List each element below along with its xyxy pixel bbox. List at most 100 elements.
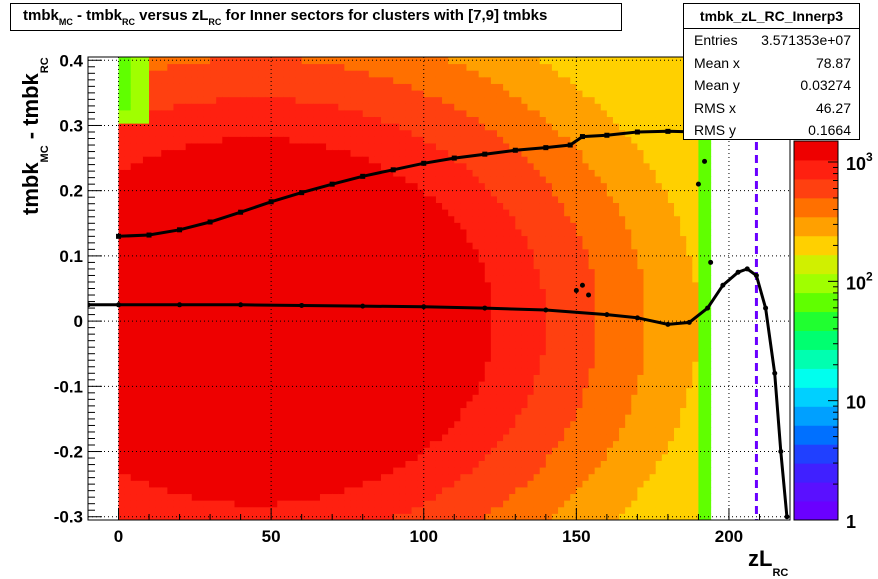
- heatmap-cell: [124, 328, 132, 336]
- heatmap-cell: [289, 215, 297, 223]
- heatmap-cell: [246, 467, 254, 475]
- heatmap-cell: [240, 136, 248, 144]
- heatmap-cell: [490, 136, 498, 144]
- heatmap-cell: [319, 440, 327, 448]
- heatmap-cell: [289, 440, 297, 448]
- heatmap-cell: [326, 480, 333, 488]
- heatmap-cell: [503, 129, 510, 137]
- heatmap-cell: [521, 434, 529, 442]
- heatmap-cell: [271, 288, 278, 296]
- heatmap-cell: [234, 222, 242, 230]
- heatmap-cell: [423, 361, 431, 369]
- heatmap-cell: [509, 486, 516, 495]
- heatmap-cell: [203, 57, 211, 65]
- heatmap-cell: [374, 156, 382, 164]
- heatmap-cell: [417, 281, 425, 289]
- heatmap-cell: [521, 295, 529, 303]
- heatmap-cell: [246, 255, 254, 263]
- heatmap-cell: [423, 169, 431, 177]
- heatmap-cell: [289, 381, 297, 389]
- heatmap-cell: [344, 129, 351, 137]
- heatmap-cell: [362, 420, 370, 428]
- heatmap-cell: [252, 215, 260, 223]
- heatmap-cell: [521, 374, 529, 382]
- heatmap-cell: [460, 182, 467, 190]
- heatmap-cell: [356, 420, 364, 428]
- heatmap-cell: [338, 288, 345, 296]
- heatmap-cell: [332, 387, 339, 395]
- heatmap-cell: [301, 248, 309, 256]
- heatmap-cell: [277, 202, 284, 210]
- heatmap-cell: [136, 334, 144, 342]
- heatmap-cell: [533, 467, 541, 475]
- heatmap-cell: [246, 341, 254, 349]
- heatmap-cell: [454, 222, 461, 230]
- heatmap-cell: [332, 460, 339, 468]
- heatmap-cell: [252, 314, 260, 323]
- heatmap-cell: [344, 149, 351, 157]
- heatmap-cell: [191, 321, 199, 329]
- heatmap-cell: [185, 149, 193, 157]
- heatmap-cell: [539, 493, 547, 501]
- heatmap-cell: [521, 149, 529, 157]
- heatmap-cell: [496, 76, 504, 84]
- heatmap-cell: [332, 381, 339, 389]
- heatmap-cell: [246, 176, 254, 184]
- heatmap-cell: [258, 215, 266, 223]
- heatmap-cell: [533, 427, 541, 435]
- heatmap-cell: [283, 308, 290, 316]
- heatmap-cell: [545, 301, 553, 309]
- heatmap-cell: [344, 374, 351, 382]
- heatmap-cell: [533, 348, 541, 356]
- heatmap-cell: [533, 70, 541, 78]
- heatmap-cell: [350, 123, 358, 131]
- heatmap-cell: [283, 162, 290, 170]
- heatmap-cell: [252, 209, 260, 217]
- heatmap-cell: [338, 228, 345, 237]
- heatmap-cell: [155, 156, 162, 164]
- heatmap-cell: [277, 321, 284, 329]
- heatmap-cell: [411, 228, 419, 237]
- heatmap-cell: [185, 70, 193, 78]
- heatmap-cell: [423, 500, 431, 508]
- heatmap-cell: [460, 242, 467, 250]
- heatmap-cell: [527, 255, 535, 263]
- heatmap-cell: [551, 381, 559, 389]
- heatmap-cell: [466, 314, 474, 323]
- heatmap-cell: [393, 103, 400, 111]
- heatmap-cell: [338, 57, 345, 65]
- heatmap-cell: [240, 467, 248, 475]
- heatmap-cell: [423, 407, 431, 415]
- heatmap-cell: [442, 506, 449, 514]
- heatmap-cell: [240, 367, 248, 375]
- heatmap-cell: [533, 314, 541, 323]
- heatmap-cell: [197, 222, 205, 230]
- heatmap-cell: [307, 275, 315, 283]
- heatmap-cell: [118, 308, 126, 316]
- heatmap-cell: [295, 500, 303, 508]
- heatmap-cell: [228, 262, 235, 270]
- heatmap-cell: [289, 228, 297, 237]
- heatmap-cell: [118, 447, 126, 455]
- heatmap-cell: [362, 156, 370, 164]
- heatmap-cell: [521, 506, 529, 514]
- heatmap-cell: [179, 90, 187, 98]
- heatmap-cell: [448, 129, 455, 137]
- heatmap-cell: [454, 513, 461, 520]
- heatmap-cell: [167, 334, 174, 342]
- heatmap-cell: [216, 295, 223, 303]
- heatmap-cell: [381, 381, 388, 389]
- heatmap-cell: [521, 90, 529, 98]
- heatmap-cell: [527, 500, 535, 508]
- heatmap-cell: [234, 473, 242, 481]
- heatmap-cell: [405, 70, 413, 78]
- heatmap-cell: [252, 486, 260, 495]
- heatmap-cell: [234, 328, 242, 336]
- heatmap-cell: [399, 235, 406, 243]
- heatmap-cell: [545, 235, 553, 243]
- heatmap-cell: [527, 142, 535, 151]
- heatmap-cell: [423, 248, 431, 256]
- heatmap-cell: [521, 156, 529, 164]
- heatmap-cell: [246, 76, 254, 84]
- heatmap-cell: [228, 57, 235, 65]
